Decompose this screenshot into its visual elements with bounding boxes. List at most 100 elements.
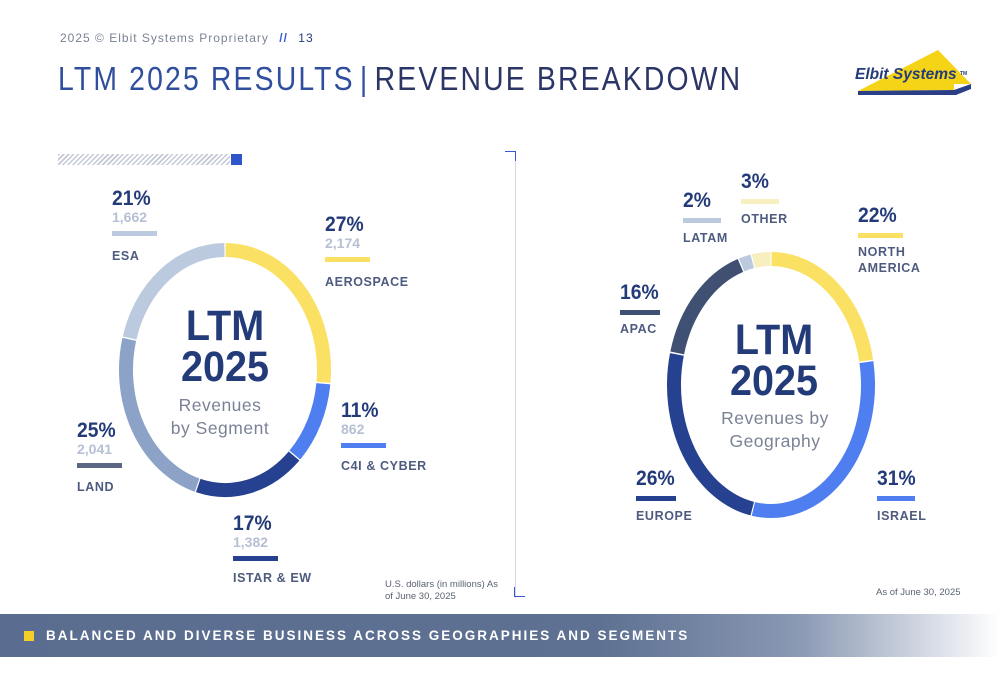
geography-center-subtitle-line1: Revenues by xyxy=(721,408,829,428)
page-number: 13 xyxy=(298,31,314,45)
geography-label-europe: 26% EUROPE xyxy=(636,468,692,525)
segment-label-c4i-cyber-name: C4I & CYBER xyxy=(341,458,427,473)
bracket-top-right xyxy=(505,151,516,161)
logo-tm: TM xyxy=(960,71,967,77)
segment-label-c4i-cyber-percent: 11% xyxy=(341,399,379,422)
geography-donut-chart xyxy=(667,252,875,518)
hatch-accent-square xyxy=(231,154,242,165)
header-slash: // xyxy=(279,31,288,45)
geography-label-latam-percent: 2% xyxy=(683,189,711,212)
geography-units-note: As of June 30, 2025 xyxy=(876,587,961,598)
segment-label-land-percent: 25% xyxy=(77,419,116,442)
geography-label-other-name: OTHER xyxy=(741,212,788,226)
geography-label-apac-percent: 16% xyxy=(620,281,659,304)
segment-center-subtitle: Revenues by Segment xyxy=(150,394,290,440)
geography-slice-apac xyxy=(670,258,744,355)
geography-center-title-line1: LTM xyxy=(734,316,814,364)
geography-label-apac: 16% APAC xyxy=(620,282,662,338)
geography-label-north-america-name: NORTH AMERICA xyxy=(858,245,921,276)
segment-label-istar-ew-value: 1,382 xyxy=(233,534,269,550)
segment-slice-land xyxy=(119,337,200,492)
segment-label-land-value: 2,041 xyxy=(77,441,113,457)
segment-label-c4i-cyber-value: 862 xyxy=(341,421,365,437)
segment-label-istar-ew-name: ISTAR & EW xyxy=(233,570,312,585)
segment-label-esa: 21% 1,662 ESA xyxy=(112,188,157,264)
logo-triangle-shape xyxy=(858,50,971,91)
geography-slice-israel xyxy=(751,361,875,518)
segment-slice-c4i-cyber xyxy=(289,382,331,460)
header-source-line: 2025 © Elbit Systems Proprietary // 13 xyxy=(60,31,314,45)
geography-slice-europe xyxy=(667,353,755,516)
segment-label-esa-name: ESA xyxy=(112,248,140,263)
segment-label-c4i-cyber-bar xyxy=(341,442,386,448)
geography-label-israel-bar xyxy=(877,496,915,501)
logo-underline-shape xyxy=(858,84,971,95)
geography-label-israel-percent: 31% xyxy=(877,467,916,490)
bracket-bottom-left xyxy=(514,587,525,597)
geography-label-israel-name: ISRAEL xyxy=(877,509,927,523)
geography-label-other-percent: 3% xyxy=(741,170,769,193)
geography-label-apac-name: APAC xyxy=(620,322,657,336)
segment-donut-chart xyxy=(119,243,331,497)
geography-label-latam-name: LATAM xyxy=(683,231,728,245)
geography-label-north-america: 22% NORTH AMERICA xyxy=(858,205,921,276)
center-divider xyxy=(515,152,516,598)
geography-label-europe-name: EUROPE xyxy=(636,509,693,523)
segment-label-aerospace-name: AEROSPACE xyxy=(325,274,409,289)
segment-center-title-line1: LTM xyxy=(185,302,265,350)
page-title-part1: LTM 2025 RESULTS xyxy=(58,60,355,97)
geography-label-north-america-name-line2: AMERICA xyxy=(858,260,921,275)
segment-center-title-line2: 2025 xyxy=(180,342,270,391)
segment-label-istar-ew-bar xyxy=(233,555,278,561)
segment-center-subtitle-line1: Revenues xyxy=(178,395,262,415)
segment-label-land-name: LAND xyxy=(77,479,115,494)
geography-center-title-line2: 2025 xyxy=(729,356,819,405)
segment-label-aerospace-value: 2,174 xyxy=(325,235,361,251)
segment-slice-istar-ew xyxy=(195,451,300,497)
elbit-systems-logo: Elbit Systems TM xyxy=(855,50,971,95)
page-title-part2: REVENUE BREAKDOWN xyxy=(374,60,743,97)
segment-units-note: U.S. dollars (in millions) As of June 30… xyxy=(385,579,498,603)
hatch-decoration xyxy=(58,154,230,165)
geography-label-israel: 31% ISRAEL xyxy=(877,468,926,525)
geography-slice-other xyxy=(751,252,771,268)
segment-label-esa-bar xyxy=(112,230,157,236)
geography-label-north-america-percent: 22% xyxy=(858,204,897,227)
geography-slice-latam xyxy=(738,254,755,272)
footer-banner: BALANCED AND DIVERSE BUSINESS ACROSS GEO… xyxy=(0,614,1000,657)
geography-center-subtitle-line2: Geography xyxy=(729,430,821,451)
geography-label-north-america-bar xyxy=(858,233,903,238)
geography-label-europe-percent: 26% xyxy=(636,467,675,490)
geography-label-latam: 2% LATAM xyxy=(683,190,728,247)
geography-label-north-america-name-line1: NORTH xyxy=(858,245,906,259)
logo-text: Elbit Systems xyxy=(855,66,957,83)
geography-label-apac-bar xyxy=(620,310,660,315)
geography-label-latam-bar xyxy=(683,218,721,223)
page-title-separator: | xyxy=(359,60,370,97)
geography-label-europe-bar xyxy=(636,496,676,501)
segment-label-istar-ew-percent: 17% xyxy=(233,512,272,535)
footer-banner-text: BALANCED AND DIVERSE BUSINESS ACROSS GEO… xyxy=(46,628,690,643)
segment-label-aerospace: 27% 2,174 AEROSPACE xyxy=(325,214,409,290)
segment-label-c4i-cyber: 11% 862 C4I & CYBER xyxy=(341,400,427,474)
geography-center-title: LTM 2025 xyxy=(719,316,829,405)
segment-label-land: 25% 2,041 LAND xyxy=(77,420,122,495)
header-year: 2025 xyxy=(60,31,91,45)
geography-label-other-bar xyxy=(741,199,779,204)
segment-label-land-bar xyxy=(77,462,122,468)
segment-slice-aerospace xyxy=(225,243,331,383)
header-copyright: © Elbit Systems Proprietary xyxy=(95,31,269,45)
segment-slice-esa xyxy=(122,243,225,340)
geography-center-subtitle: Revenues by Geography xyxy=(705,407,845,453)
segment-label-aerospace-percent: 27% xyxy=(325,213,364,236)
footer-accent-square xyxy=(24,631,34,641)
segment-label-istar-ew: 17% 1,382 ISTAR & EW xyxy=(233,513,312,586)
segment-center-title: LTM 2025 xyxy=(170,302,280,391)
segment-label-esa-value: 1,662 xyxy=(112,209,148,225)
geography-label-other: 3% OTHER xyxy=(741,171,788,228)
segment-center-subtitle-line2: by Segment xyxy=(170,417,270,438)
geography-slice-north-america xyxy=(771,252,874,362)
segment-label-esa-percent: 21% xyxy=(112,187,151,210)
page-title: LTM 2025 RESULTS | REVENUE BREAKDOWN xyxy=(58,60,742,98)
segment-label-aerospace-bar xyxy=(325,256,370,262)
